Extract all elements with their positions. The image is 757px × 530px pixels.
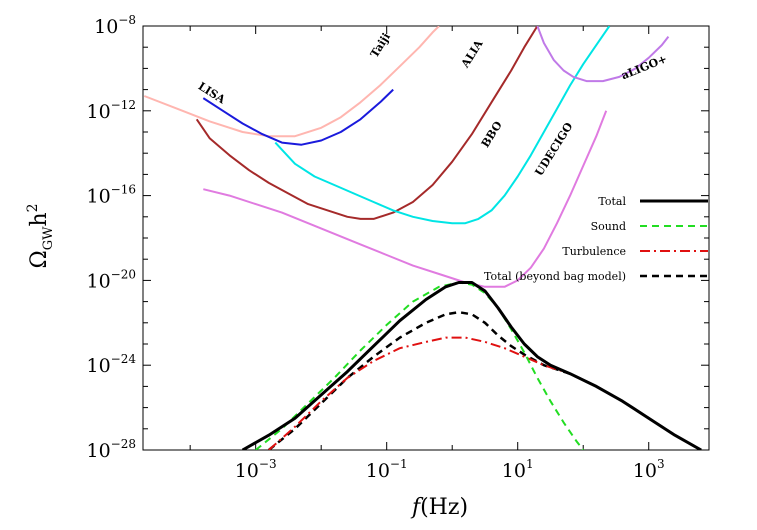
legend-label: Total (beyond bag model) (484, 270, 626, 283)
legend-label: Turbulence (562, 245, 626, 258)
series-total-beyond-bag-model- (268, 310, 702, 450)
axis-ticks (143, 25, 709, 451)
detector-label-udecigo: UDECIGO (533, 120, 576, 178)
y-axis-title-omega: Ω (27, 250, 52, 268)
x-tick-label: 10−3 (235, 457, 277, 482)
detector-label-taiji: Taiji (368, 31, 393, 60)
x-tick-exponent: −3 (259, 457, 277, 471)
y-tick-exponent: −16 (111, 183, 136, 197)
y-tick-exponent: −20 (111, 267, 136, 281)
x-tick-label: 101 (502, 457, 534, 482)
y-tick-label: 10−24 (86, 352, 136, 377)
x-tick-exponent: −1 (390, 457, 408, 471)
sensitivity-curve-bbo (274, 26, 611, 225)
y-tick-base: 10 (86, 440, 110, 462)
y-tick-base: 10 (94, 16, 118, 38)
y-tick-exponent: −24 (111, 352, 137, 366)
y-tick-base: 10 (86, 186, 110, 208)
x-tick-base: 10 (366, 460, 390, 482)
series-sound (255, 281, 584, 450)
sensitivity-curve-lisa (202, 88, 394, 146)
y-axis-title-h: h (27, 212, 52, 226)
x-tick-label: 103 (633, 457, 665, 482)
legend-label: Total (598, 195, 626, 208)
sensitivity-curve-aligo- (536, 26, 670, 83)
sensitivity-curves (143, 26, 670, 288)
detector-label-alia: ALIA (458, 37, 486, 71)
legend-label: Sound (591, 220, 626, 233)
y-tick-exponent: −28 (111, 437, 136, 451)
y-tick-exponent: −8 (118, 13, 136, 27)
x-tick-base: 10 (235, 460, 259, 482)
y-tick-label: 10−16 (86, 183, 136, 208)
series-total (241, 281, 702, 450)
series-turbulence (268, 336, 702, 450)
y-tick-exponent: −12 (111, 98, 136, 112)
y-axis-title-sub: GW (41, 226, 56, 250)
y-tick-base: 10 (86, 270, 110, 292)
x-tick-label: 10−1 (366, 457, 408, 482)
x-tick-exponent: 1 (526, 457, 534, 471)
detector-label-aligo-: aLIGO+ (619, 52, 669, 82)
y-tick-label: 10−12 (86, 98, 136, 123)
sensitivity-curve-udecigo (203, 110, 608, 288)
legend: Total Sound Turbulence Total (beyond bag mo… (484, 195, 708, 283)
x-tick-labels: 10−3 10−1 101 103 (235, 457, 665, 482)
y-tick-label: 10−28 (86, 437, 136, 462)
y-axis-title: ΩGWh2 (25, 203, 56, 268)
x-tick-base: 10 (502, 460, 526, 482)
sensitivity-curve-alia (195, 26, 539, 220)
x-tick-base: 10 (633, 460, 657, 482)
x-axis-title-unit: (Hz) (420, 495, 468, 520)
signal-curves (241, 281, 702, 450)
sensitivity-curve-taiji (143, 26, 440, 138)
x-tick-exponent: 3 (657, 457, 665, 471)
detector-label-bbo: BBO (479, 119, 505, 150)
y-tick-label: 10−8 (94, 13, 136, 38)
x-axis-title: f(Hz) (410, 495, 468, 520)
y-tick-label: 10−20 (86, 267, 136, 292)
y-axis-title-sup: 2 (25, 203, 41, 212)
y-tick-base: 10 (86, 101, 110, 123)
plot-frame (142, 25, 710, 451)
y-tick-base: 10 (86, 355, 110, 377)
